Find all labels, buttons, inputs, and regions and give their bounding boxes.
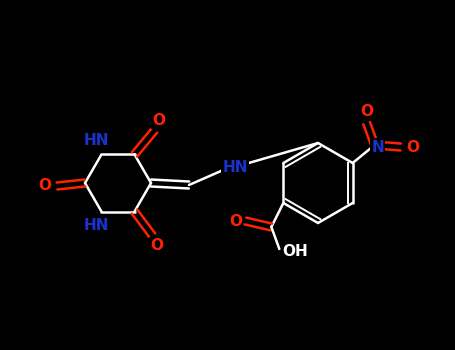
Text: O: O [229, 214, 242, 229]
Text: HN: HN [84, 133, 109, 148]
Text: O: O [150, 238, 163, 253]
Text: HN: HN [84, 218, 109, 233]
Text: O: O [152, 113, 165, 128]
Text: HN: HN [222, 160, 248, 175]
Text: O: O [39, 178, 51, 194]
Text: OH: OH [283, 245, 308, 259]
Text: O: O [360, 105, 373, 119]
Text: N: N [371, 140, 384, 154]
Text: O: O [406, 140, 419, 154]
